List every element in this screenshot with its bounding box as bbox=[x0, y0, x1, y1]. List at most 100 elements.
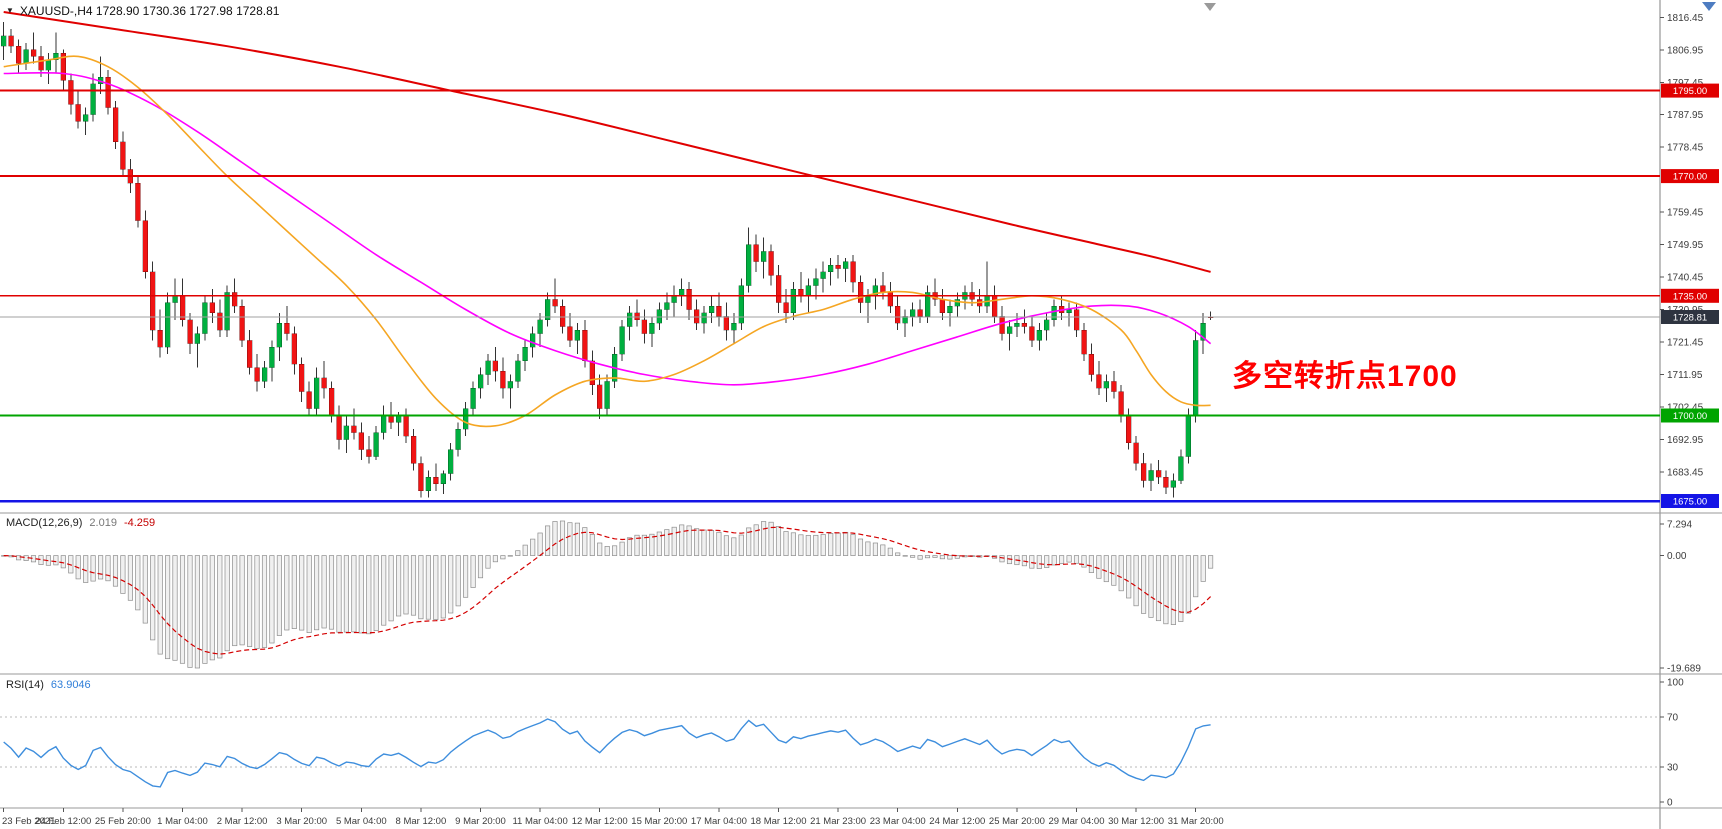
time-tick-label: 25 Feb 20:00 bbox=[95, 816, 151, 827]
time-tick-label: 23 Feb 2021 bbox=[2, 816, 55, 827]
macd-histogram-bar bbox=[649, 533, 655, 556]
panel-splitter[interactable] bbox=[0, 672, 1722, 676]
candle-body bbox=[157, 329, 163, 348]
macd-histogram-bar bbox=[276, 555, 282, 636]
collapse-triangle-icon[interactable]: ▼ bbox=[6, 6, 14, 15]
macd-histogram-bar bbox=[671, 526, 677, 556]
macd-histogram-bar bbox=[895, 552, 901, 556]
candle-body bbox=[544, 299, 551, 321]
macd-histogram-bar bbox=[239, 555, 245, 646]
candle-body bbox=[23, 49, 29, 64]
candle-body bbox=[552, 299, 558, 307]
time-tick-label: 2 Mar 12:00 bbox=[217, 816, 268, 827]
candle-body bbox=[760, 251, 767, 262]
macd-histogram-bar bbox=[939, 555, 945, 560]
candle-body bbox=[366, 449, 372, 457]
time-tick-label: 5 Mar 04:00 bbox=[336, 816, 387, 827]
candle-body bbox=[1192, 340, 1199, 416]
macd-histogram-bar bbox=[135, 555, 141, 611]
rsi-indicator-label: RSI(14) 63.9046 bbox=[6, 679, 98, 691]
candle-body bbox=[1118, 391, 1124, 416]
macd-histogram-bar bbox=[679, 524, 685, 556]
macd-histogram-bar bbox=[701, 529, 707, 556]
macd-histogram-bar bbox=[98, 555, 104, 580]
rsi-tick-label: 30 bbox=[1667, 762, 1679, 773]
macd-histogram-bar bbox=[626, 537, 633, 556]
macd-histogram-bar bbox=[120, 555, 126, 594]
macd-histogram-bar bbox=[1088, 555, 1094, 573]
price-tick-label: 1816.45 bbox=[1667, 13, 1704, 24]
candle-body bbox=[477, 374, 484, 389]
candle-body bbox=[276, 322, 283, 348]
macd-histogram-bar bbox=[843, 531, 849, 556]
price-badge bbox=[1661, 169, 1719, 184]
candle-body bbox=[425, 476, 432, 492]
candle-body bbox=[835, 264, 841, 269]
macd-histogram-bar bbox=[463, 555, 469, 598]
macd-histogram-bar bbox=[1200, 555, 1206, 582]
candle-body bbox=[202, 302, 208, 334]
candle-body bbox=[731, 322, 737, 331]
candle-body bbox=[589, 360, 596, 386]
candle-body bbox=[343, 425, 350, 440]
macd-histogram-bar bbox=[768, 521, 774, 556]
candle-body bbox=[1051, 305, 1057, 321]
macd-histogram-bar bbox=[634, 534, 640, 556]
candle-body bbox=[641, 319, 648, 334]
macd-histogram-bar bbox=[1066, 555, 1072, 563]
price-tick-label: 1711.95 bbox=[1667, 370, 1703, 381]
macd-histogram-bar bbox=[477, 555, 484, 579]
macd-histogram-bar bbox=[53, 555, 59, 566]
macd-histogram-bar bbox=[492, 555, 498, 563]
candle-body bbox=[857, 281, 864, 303]
macd-histogram-bar bbox=[232, 555, 238, 647]
candle-body bbox=[53, 52, 59, 61]
macd-histogram-bar bbox=[612, 545, 618, 556]
candle-body bbox=[455, 428, 461, 450]
macd-histogram-bar bbox=[202, 555, 208, 664]
macd-histogram-bar bbox=[872, 542, 878, 556]
candle-body bbox=[1043, 319, 1050, 331]
macd-histogram-bar bbox=[1178, 555, 1184, 622]
candle-body bbox=[261, 367, 268, 382]
candle-body bbox=[1140, 463, 1147, 481]
candle-body bbox=[1066, 309, 1072, 314]
annotation-text[interactable]: 多空转折点1700 bbox=[1232, 360, 1458, 393]
candle-body bbox=[403, 415, 409, 437]
chart-header: ▼ XAUUSD-,H4 1728.90 1730.36 1727.98 172… bbox=[6, 4, 279, 18]
panel-splitter[interactable] bbox=[0, 511, 1722, 515]
price-tick-label: 1797.45 bbox=[1667, 78, 1704, 89]
price-tick-label: 1721.45 bbox=[1667, 338, 1704, 349]
candle-body bbox=[38, 56, 44, 71]
candle-body bbox=[254, 367, 260, 382]
candle-body bbox=[515, 360, 521, 382]
macd-histogram-bar bbox=[157, 555, 163, 655]
candle-body bbox=[522, 346, 528, 362]
macd-histogram-bar bbox=[507, 555, 513, 557]
candle-body bbox=[440, 473, 447, 485]
macd-histogram-bar bbox=[783, 531, 789, 556]
candle-body bbox=[567, 326, 573, 341]
macd-tick-label: 7.294 bbox=[1667, 520, 1692, 531]
candle-body bbox=[492, 360, 499, 372]
macd-histogram-bar bbox=[1148, 555, 1154, 618]
chart-shift-marker[interactable] bbox=[1204, 3, 1216, 11]
macd-indicator-label: MACD(12,26,9) 2.019 -4.259 bbox=[6, 517, 162, 529]
macd-histogram-bar bbox=[731, 537, 737, 556]
macd-histogram-bar bbox=[410, 555, 417, 616]
candle-body bbox=[880, 285, 886, 293]
time-tick-label: 25 Mar 20:00 bbox=[989, 816, 1045, 827]
candle-body bbox=[30, 49, 37, 57]
macd-histogram-bar bbox=[835, 532, 841, 556]
candle-body bbox=[738, 285, 745, 324]
time-tick-label: 29 Mar 04:00 bbox=[1049, 816, 1105, 827]
macd-histogram-bar bbox=[1096, 555, 1102, 579]
candle-body bbox=[708, 305, 715, 314]
candle-body bbox=[149, 271, 156, 331]
macd-histogram-bar bbox=[537, 532, 543, 556]
time-tick-label: 18 Mar 12:00 bbox=[751, 816, 807, 827]
macd-histogram-bar bbox=[83, 555, 89, 583]
macd-main-value: 2.019 bbox=[89, 517, 117, 529]
candle-body bbox=[194, 333, 201, 344]
